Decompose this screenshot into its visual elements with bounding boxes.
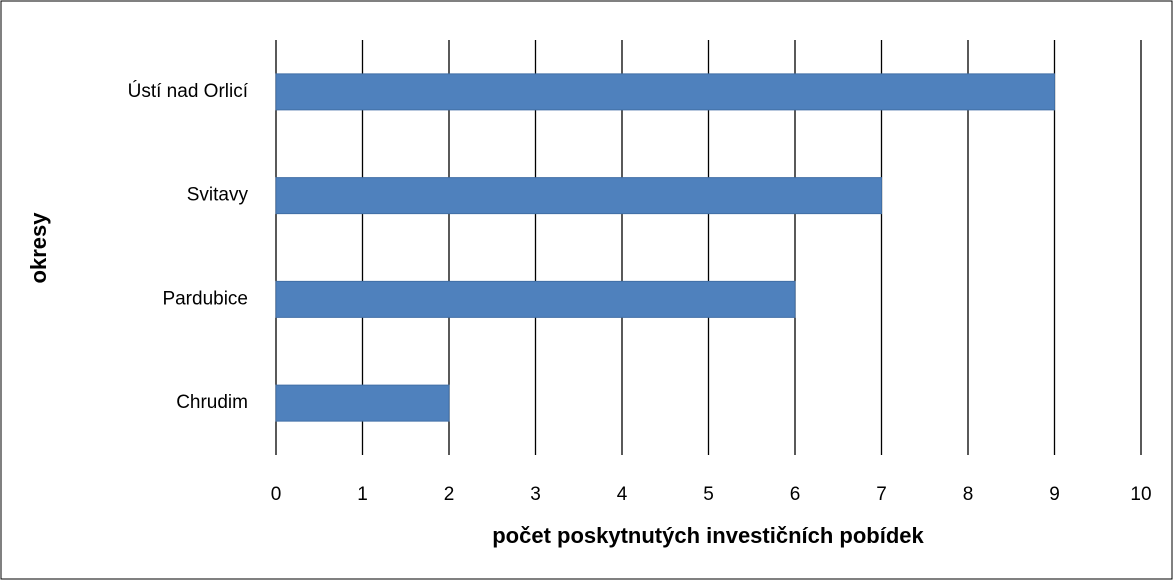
x-tick-label: 3 [530, 484, 541, 505]
y-axis-title: okresy [26, 212, 51, 284]
y-tick-label: Chrudim [176, 392, 248, 413]
x-tick-label: 0 [271, 484, 282, 505]
bar [275, 73, 1055, 111]
x-tick-label: 1 [357, 484, 368, 505]
x-tick-label: 5 [703, 484, 714, 505]
y-tick-label: Svitavy [187, 185, 249, 206]
y-tick-label: Ústí nad Orlicí [128, 80, 249, 102]
x-tick-label: 6 [790, 484, 801, 505]
x-tick-label: 4 [617, 484, 628, 505]
x-tick-label: 8 [963, 484, 974, 505]
x-tick-label: 7 [876, 484, 887, 505]
x-tick-label: 9 [1049, 484, 1060, 505]
bar [275, 177, 882, 215]
x-tick-label: 10 [1130, 484, 1151, 505]
bar [275, 384, 450, 422]
x-axis-title: počet poskytnutých investičních pobídek [492, 523, 924, 548]
bar [275, 280, 796, 318]
x-tick-label: 2 [444, 484, 455, 505]
y-tick-label: Pardubice [162, 288, 248, 309]
